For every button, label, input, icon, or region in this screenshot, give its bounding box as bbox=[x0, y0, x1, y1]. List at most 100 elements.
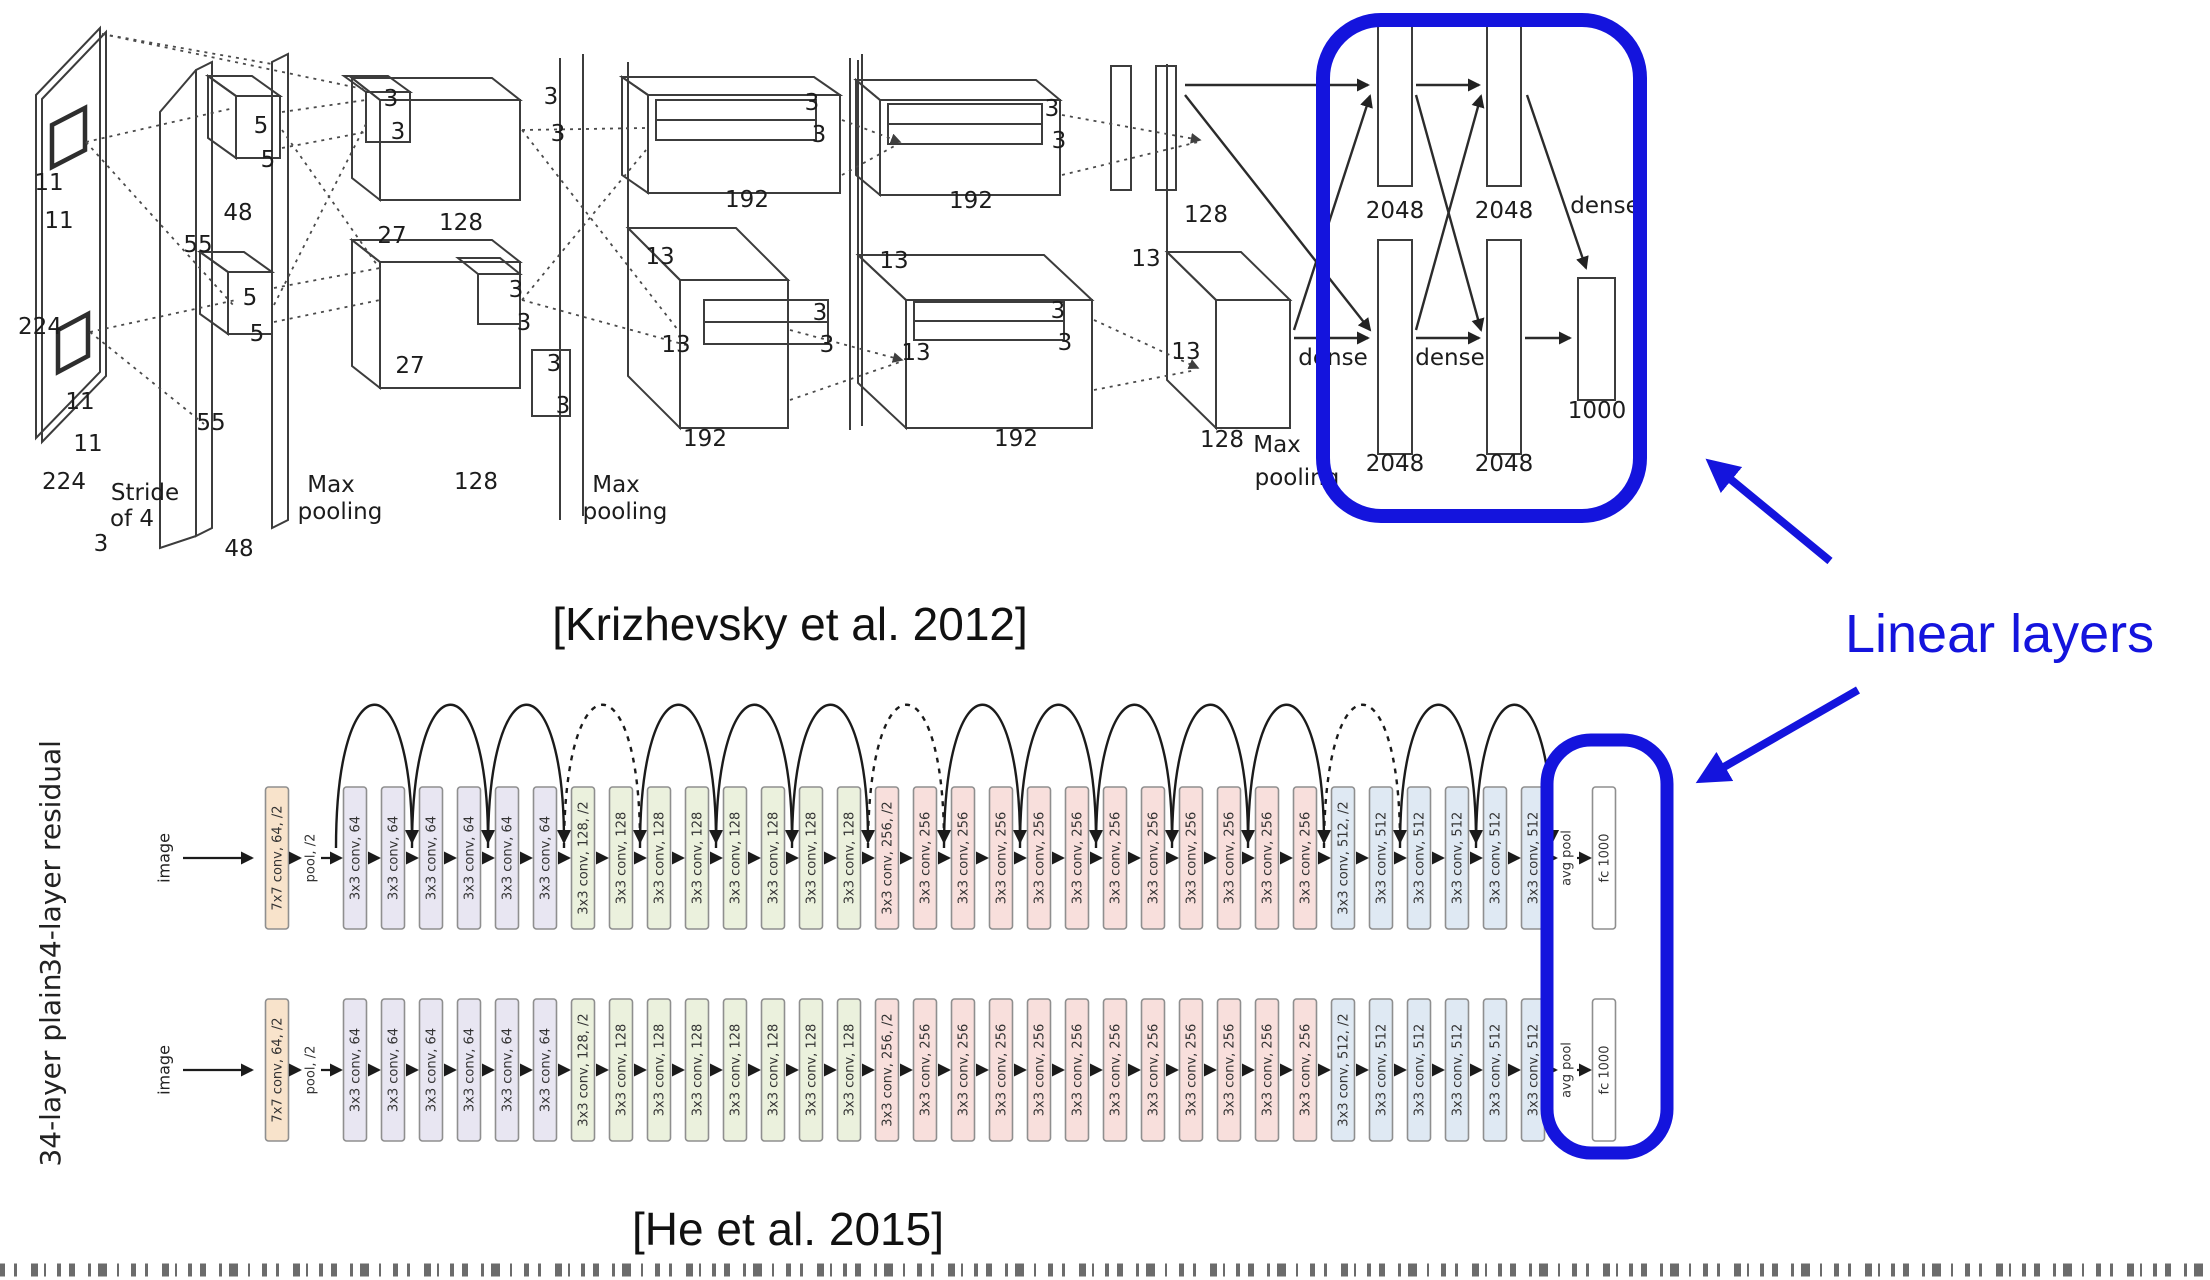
resnet-layer-label: 3x3 conv, 128 bbox=[653, 1024, 668, 1116]
resnet-layer-label: 3x3 conv, 64 bbox=[387, 1028, 402, 1112]
resnet-layer-box bbox=[456, 998, 482, 1142]
resnet-layer-label: 3x3 conv, 256 bbox=[1071, 812, 1086, 904]
resnet-pool-label: pool, /2 bbox=[304, 1046, 319, 1095]
resnet-layer-label: 3x3 conv, 128 bbox=[615, 1024, 630, 1116]
dim-label: 48 bbox=[224, 536, 253, 562]
dim-label: 3 bbox=[805, 90, 820, 116]
fc-size-label: 2048 bbox=[1475, 451, 1534, 477]
dense-label: dense bbox=[1415, 345, 1484, 371]
dim-label: 3 bbox=[812, 122, 827, 148]
resnet-layer-box bbox=[1216, 786, 1242, 930]
resnet-layer-label: 3x3 conv, 128 bbox=[729, 812, 744, 904]
resnet-layer-label: 3x3 conv, 128 bbox=[691, 1024, 706, 1116]
resnet-layer-label: 3x3 conv, 256 bbox=[1147, 1024, 1162, 1116]
resnet-layer-label: 3x3 conv, 256 bbox=[1033, 1024, 1048, 1116]
stride-label: Stride bbox=[111, 480, 179, 506]
resnet-layer-box bbox=[570, 786, 596, 930]
resnet-layer-label: 3x3 conv, 512 bbox=[1527, 812, 1542, 904]
resnet-layer-box bbox=[1102, 998, 1128, 1142]
resnet-layer-box bbox=[1482, 998, 1508, 1142]
resnet-layer-label: 3x3 conv, 256, /2 bbox=[881, 1013, 896, 1126]
alexnet-labels: 224 224 11 11 11 11 3 Stride of 4 55 55 … bbox=[18, 84, 1640, 562]
resnet-layer-box bbox=[988, 998, 1014, 1142]
alexnet-caption: [Krizhevsky et al. 2012] bbox=[552, 598, 1028, 650]
resnet-layer-label: 3x3 conv, 512 bbox=[1527, 1024, 1542, 1116]
resnet-layer-label: 3x3 conv, 256 bbox=[919, 812, 934, 904]
resnet-layer-box bbox=[342, 998, 368, 1142]
resnet-layer-label: 3x3 conv, 256 bbox=[1299, 1024, 1314, 1116]
dim-label: 192 bbox=[994, 426, 1038, 452]
resnet-layer-label: 3x3 conv, 64 bbox=[463, 1028, 478, 1112]
resnet-layer-box bbox=[608, 786, 634, 930]
resnet-layer-box bbox=[722, 998, 748, 1142]
resnet-layer-label: 3x3 conv, 512, /2 bbox=[1337, 1013, 1352, 1126]
resnet-layer-box bbox=[456, 786, 482, 930]
resnet-layer-label: 3x3 conv, 256 bbox=[1223, 812, 1238, 904]
resnet-layer-box bbox=[874, 786, 900, 930]
fc-size-label: 2048 bbox=[1475, 198, 1534, 224]
resnet-pool-label: pool, /2 bbox=[304, 834, 319, 883]
skip-connection-arc bbox=[714, 703, 800, 849]
resnet-layer-box bbox=[418, 998, 444, 1142]
dim-label: 3 bbox=[384, 86, 399, 112]
input-patch-bottom bbox=[55, 310, 91, 376]
resnet-layer-box bbox=[1591, 786, 1617, 930]
resnet-layer-label: 3x3 conv, 128 bbox=[767, 812, 782, 904]
resnet-layer-label: 3x3 conv, 512 bbox=[1489, 1024, 1504, 1116]
alexnet-diagram: 224 224 11 11 11 11 3 Stride of 4 55 55 … bbox=[18, 25, 1640, 562]
resnet-layer-label: 3x3 conv, 64 bbox=[425, 1028, 440, 1112]
resnet-layer-box bbox=[988, 786, 1014, 930]
input-patch-top bbox=[49, 104, 88, 171]
dense-label: dense bbox=[1298, 345, 1367, 371]
dim-label: 27 bbox=[395, 353, 424, 379]
alexnet-pool-bottom bbox=[1164, 249, 1293, 431]
resnet-layer-box bbox=[1406, 998, 1432, 1142]
alexnet-conv4-bottom bbox=[855, 252, 1095, 431]
resnet-layer-box bbox=[1591, 998, 1617, 1142]
dim-label: 224 bbox=[42, 469, 86, 495]
resnet-layer-label: 3x3 conv, 64 bbox=[463, 816, 478, 900]
resnet-layer-box bbox=[1102, 786, 1128, 930]
skip-connection-arc bbox=[638, 703, 724, 849]
dim-label: 5 bbox=[254, 113, 269, 139]
skip-connection-arc bbox=[942, 703, 1028, 849]
resnet-layer-box bbox=[1254, 998, 1280, 1142]
resnet-layer-box bbox=[380, 786, 406, 930]
resnet-layer-label: 3x3 conv, 256 bbox=[957, 1024, 972, 1116]
resnet-layer-box bbox=[1178, 998, 1204, 1142]
resnet-input-label: image bbox=[155, 833, 174, 883]
dim-label: 11 bbox=[34, 170, 63, 196]
resnet-layer-label: 3x3 conv, 128 bbox=[843, 812, 858, 904]
dim-label: 192 bbox=[949, 188, 993, 214]
resnet-layer-label: 3x3 conv, 256 bbox=[1223, 1024, 1238, 1116]
skip-connection-arc bbox=[334, 703, 420, 849]
highlight-box-alexnet-linear bbox=[1316, 13, 1647, 523]
resnet-layer-label: 3x3 conv, 256 bbox=[1147, 812, 1162, 904]
dim-label: 128 bbox=[1184, 202, 1228, 228]
resnet-layer-label: 3x3 conv, 64 bbox=[349, 1028, 364, 1112]
maxpool-label: Max bbox=[307, 472, 355, 498]
resnet-layer-box bbox=[760, 786, 786, 930]
dim-label: 11 bbox=[65, 389, 94, 415]
alexnet-output-box bbox=[1577, 277, 1616, 401]
dim-label: 3 bbox=[813, 300, 828, 326]
dim-label: 3 bbox=[547, 351, 562, 377]
maxpool-label: Max bbox=[592, 472, 640, 498]
resnet-layer-box bbox=[1064, 786, 1090, 930]
resnet-layer-label: 3x3 conv, 256 bbox=[1261, 1024, 1276, 1116]
resnet-layer-label: 3x3 conv, 256 bbox=[1299, 812, 1314, 904]
resnet-layer-label: 3x3 conv, 128, /2 bbox=[577, 1013, 592, 1126]
resnet-layer-label: 3x3 conv, 128 bbox=[805, 812, 820, 904]
alexnet-conv1 bbox=[159, 52, 289, 550]
alexnet-input-image bbox=[35, 25, 107, 445]
resnet-layer-label: fc 1000 bbox=[1598, 834, 1613, 883]
resnet-layer-label: 3x3 conv, 128 bbox=[691, 812, 706, 904]
resnet-layer-label: 3x3 conv, 64 bbox=[349, 816, 364, 900]
alexnet-conv4-top bbox=[853, 77, 1063, 198]
linear-layers-annotation: Linear layers bbox=[1316, 13, 2154, 1160]
dim-label: 11 bbox=[73, 431, 102, 457]
resnet-layer-box bbox=[1064, 998, 1090, 1142]
dim-label: 5 bbox=[250, 321, 265, 347]
resnet-input-label: image bbox=[155, 1045, 174, 1095]
resnet-layer-box bbox=[1140, 998, 1166, 1142]
